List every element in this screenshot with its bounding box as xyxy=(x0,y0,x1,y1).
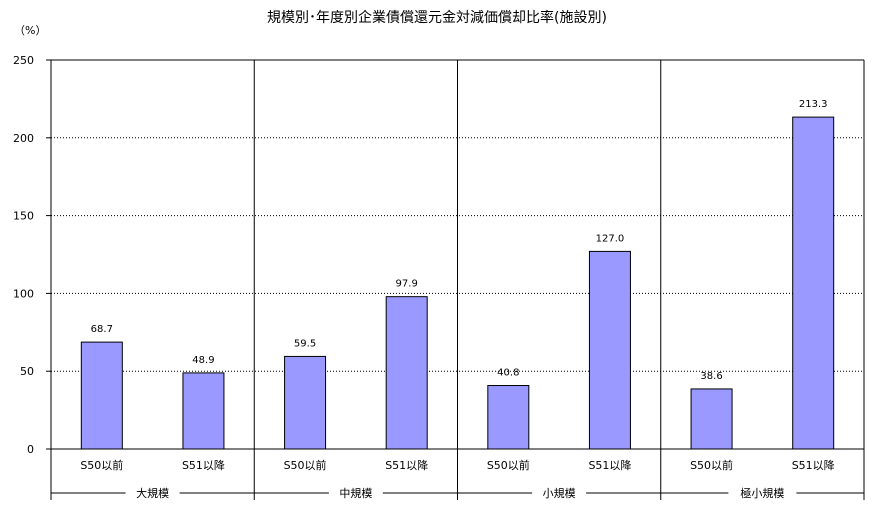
chart-title: 規模別･年度別企業債償還元金対減価償却比率(施設別) xyxy=(267,9,607,26)
bar xyxy=(385,296,428,450)
data-label: 40.8 xyxy=(497,368,519,379)
bar xyxy=(588,250,631,450)
data-label: 68.7 xyxy=(91,324,113,335)
y-tick-label: 50 xyxy=(20,365,34,378)
x-category-label: S50以前 xyxy=(80,458,123,472)
x-category-label: S50以前 xyxy=(487,458,530,472)
bar xyxy=(284,355,327,450)
x-category-label: S51以降 xyxy=(182,458,225,472)
y-axis-ticks: 0 50 100 150 200 250 xyxy=(13,54,34,456)
group-label: 大規模 xyxy=(136,486,169,500)
group-label: 極小規模 xyxy=(740,486,784,500)
x-category-label: S50以前 xyxy=(284,458,327,472)
data-label: 48.9 xyxy=(192,355,214,366)
x-category-label: S51以降 xyxy=(588,458,631,472)
data-label: 38.6 xyxy=(700,371,722,382)
y-axis-unit-label: （%） xyxy=(14,24,46,37)
data-label: 127.0 xyxy=(596,233,625,244)
x-category-label: S51以降 xyxy=(385,458,428,472)
bar xyxy=(690,388,733,450)
group-label: 小規模 xyxy=(543,486,576,500)
bar xyxy=(792,116,835,450)
y-tick-label: 200 xyxy=(13,132,34,145)
bar xyxy=(487,385,530,450)
group-label: 中規模 xyxy=(339,486,372,500)
y-tick-label: 150 xyxy=(13,210,34,223)
bar xyxy=(80,341,123,450)
y-tick-label: 100 xyxy=(13,287,34,300)
axes xyxy=(46,59,865,500)
y-tick-label: 250 xyxy=(13,54,34,67)
bars: 68.7 48.9 59.5 97.9 40.8 127.0 38.6 213.3 xyxy=(80,99,835,450)
data-label: 213.3 xyxy=(799,99,828,110)
x-category-label: S51以降 xyxy=(792,458,835,472)
y-tick-label: 0 xyxy=(27,443,34,456)
data-label: 59.5 xyxy=(294,338,316,349)
x-category-label: S50以前 xyxy=(690,458,733,472)
data-label: 97.9 xyxy=(396,279,418,290)
bar xyxy=(182,372,225,450)
